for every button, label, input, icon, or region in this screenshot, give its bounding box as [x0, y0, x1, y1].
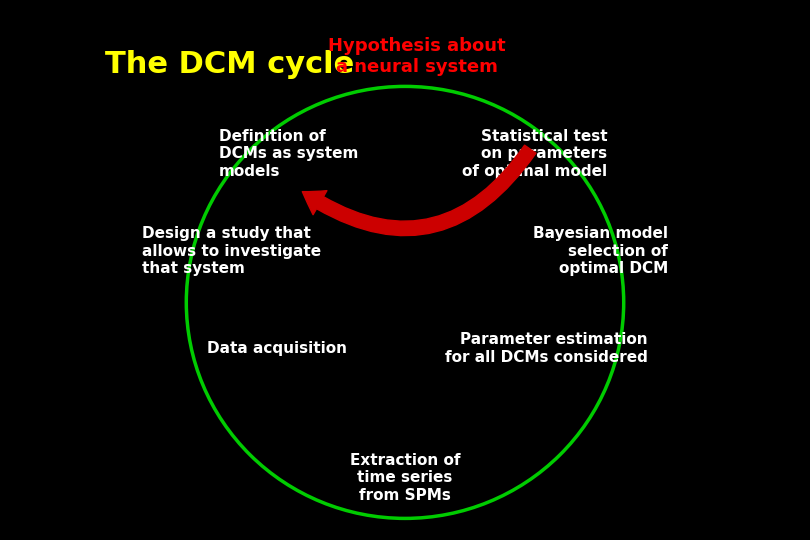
Text: Hypothesis about
a neural system: Hypothesis about a neural system — [328, 37, 506, 76]
Text: Extraction of
time series
from SPMs: Extraction of time series from SPMs — [350, 453, 460, 503]
Text: Design a study that
allows to investigate
that system: Design a study that allows to investigat… — [142, 226, 321, 276]
Text: Definition of
DCMs as system
models: Definition of DCMs as system models — [219, 129, 358, 179]
Text: Statistical test
on parameters
of optimal model: Statistical test on parameters of optima… — [463, 129, 608, 179]
Text: Parameter estimation
for all DCMs considered: Parameter estimation for all DCMs consid… — [446, 332, 648, 365]
Text: Data acquisition: Data acquisition — [207, 341, 347, 356]
Text: Bayesian model
selection of
optimal DCM: Bayesian model selection of optimal DCM — [533, 226, 668, 276]
Text: The DCM cycle: The DCM cycle — [105, 50, 355, 79]
FancyArrowPatch shape — [302, 145, 536, 235]
